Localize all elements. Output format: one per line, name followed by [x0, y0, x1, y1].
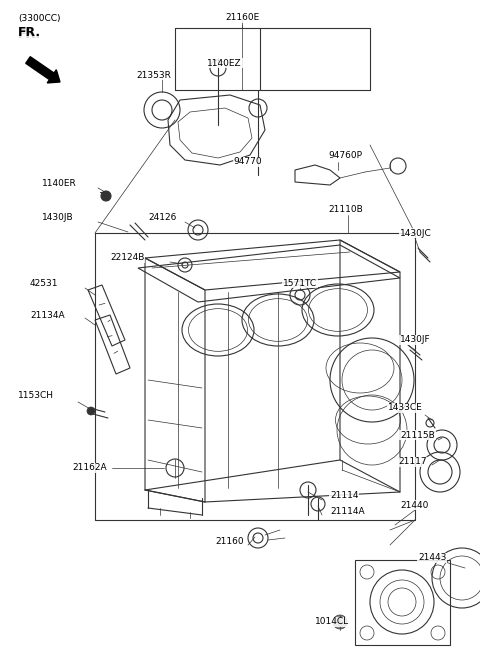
Text: 21115B: 21115B: [400, 430, 435, 439]
Text: 1430JF: 1430JF: [400, 336, 431, 345]
Text: 22124B: 22124B: [110, 253, 144, 262]
Text: 21160: 21160: [215, 537, 244, 546]
Text: 1430JC: 1430JC: [400, 229, 432, 238]
Text: 21134A: 21134A: [30, 310, 65, 319]
Text: FR.: FR.: [18, 28, 41, 41]
Text: 1153CH: 1153CH: [18, 391, 54, 400]
Text: 21117: 21117: [398, 457, 427, 467]
Text: 21160E: 21160E: [225, 14, 259, 23]
Text: 24126: 24126: [148, 213, 176, 222]
Text: 21162A: 21162A: [72, 463, 107, 472]
Text: 1433CE: 1433CE: [388, 404, 423, 413]
Text: 94770: 94770: [234, 157, 262, 167]
FancyArrow shape: [26, 57, 60, 83]
Text: 21114: 21114: [330, 491, 359, 500]
Text: (3300CC): (3300CC): [18, 14, 60, 23]
Text: 21440: 21440: [400, 500, 428, 509]
Text: 21114A: 21114A: [330, 507, 365, 516]
Circle shape: [333, 615, 347, 629]
Text: 1430JB: 1430JB: [42, 213, 73, 222]
Text: 1571TC: 1571TC: [283, 279, 317, 288]
Circle shape: [87, 407, 95, 415]
Text: 1140ER: 1140ER: [42, 178, 77, 187]
Text: 21110B: 21110B: [328, 205, 363, 214]
Text: (3300CC): (3300CC): [18, 14, 60, 23]
Text: 42531: 42531: [30, 279, 59, 288]
Text: 21353R: 21353R: [136, 71, 171, 80]
Text: 1014CL: 1014CL: [315, 618, 349, 627]
Text: 1140EZ: 1140EZ: [207, 58, 241, 67]
Text: 21443: 21443: [418, 553, 446, 562]
Text: 94760P: 94760P: [328, 152, 362, 161]
Text: FR.: FR.: [18, 25, 41, 38]
Circle shape: [101, 191, 111, 201]
